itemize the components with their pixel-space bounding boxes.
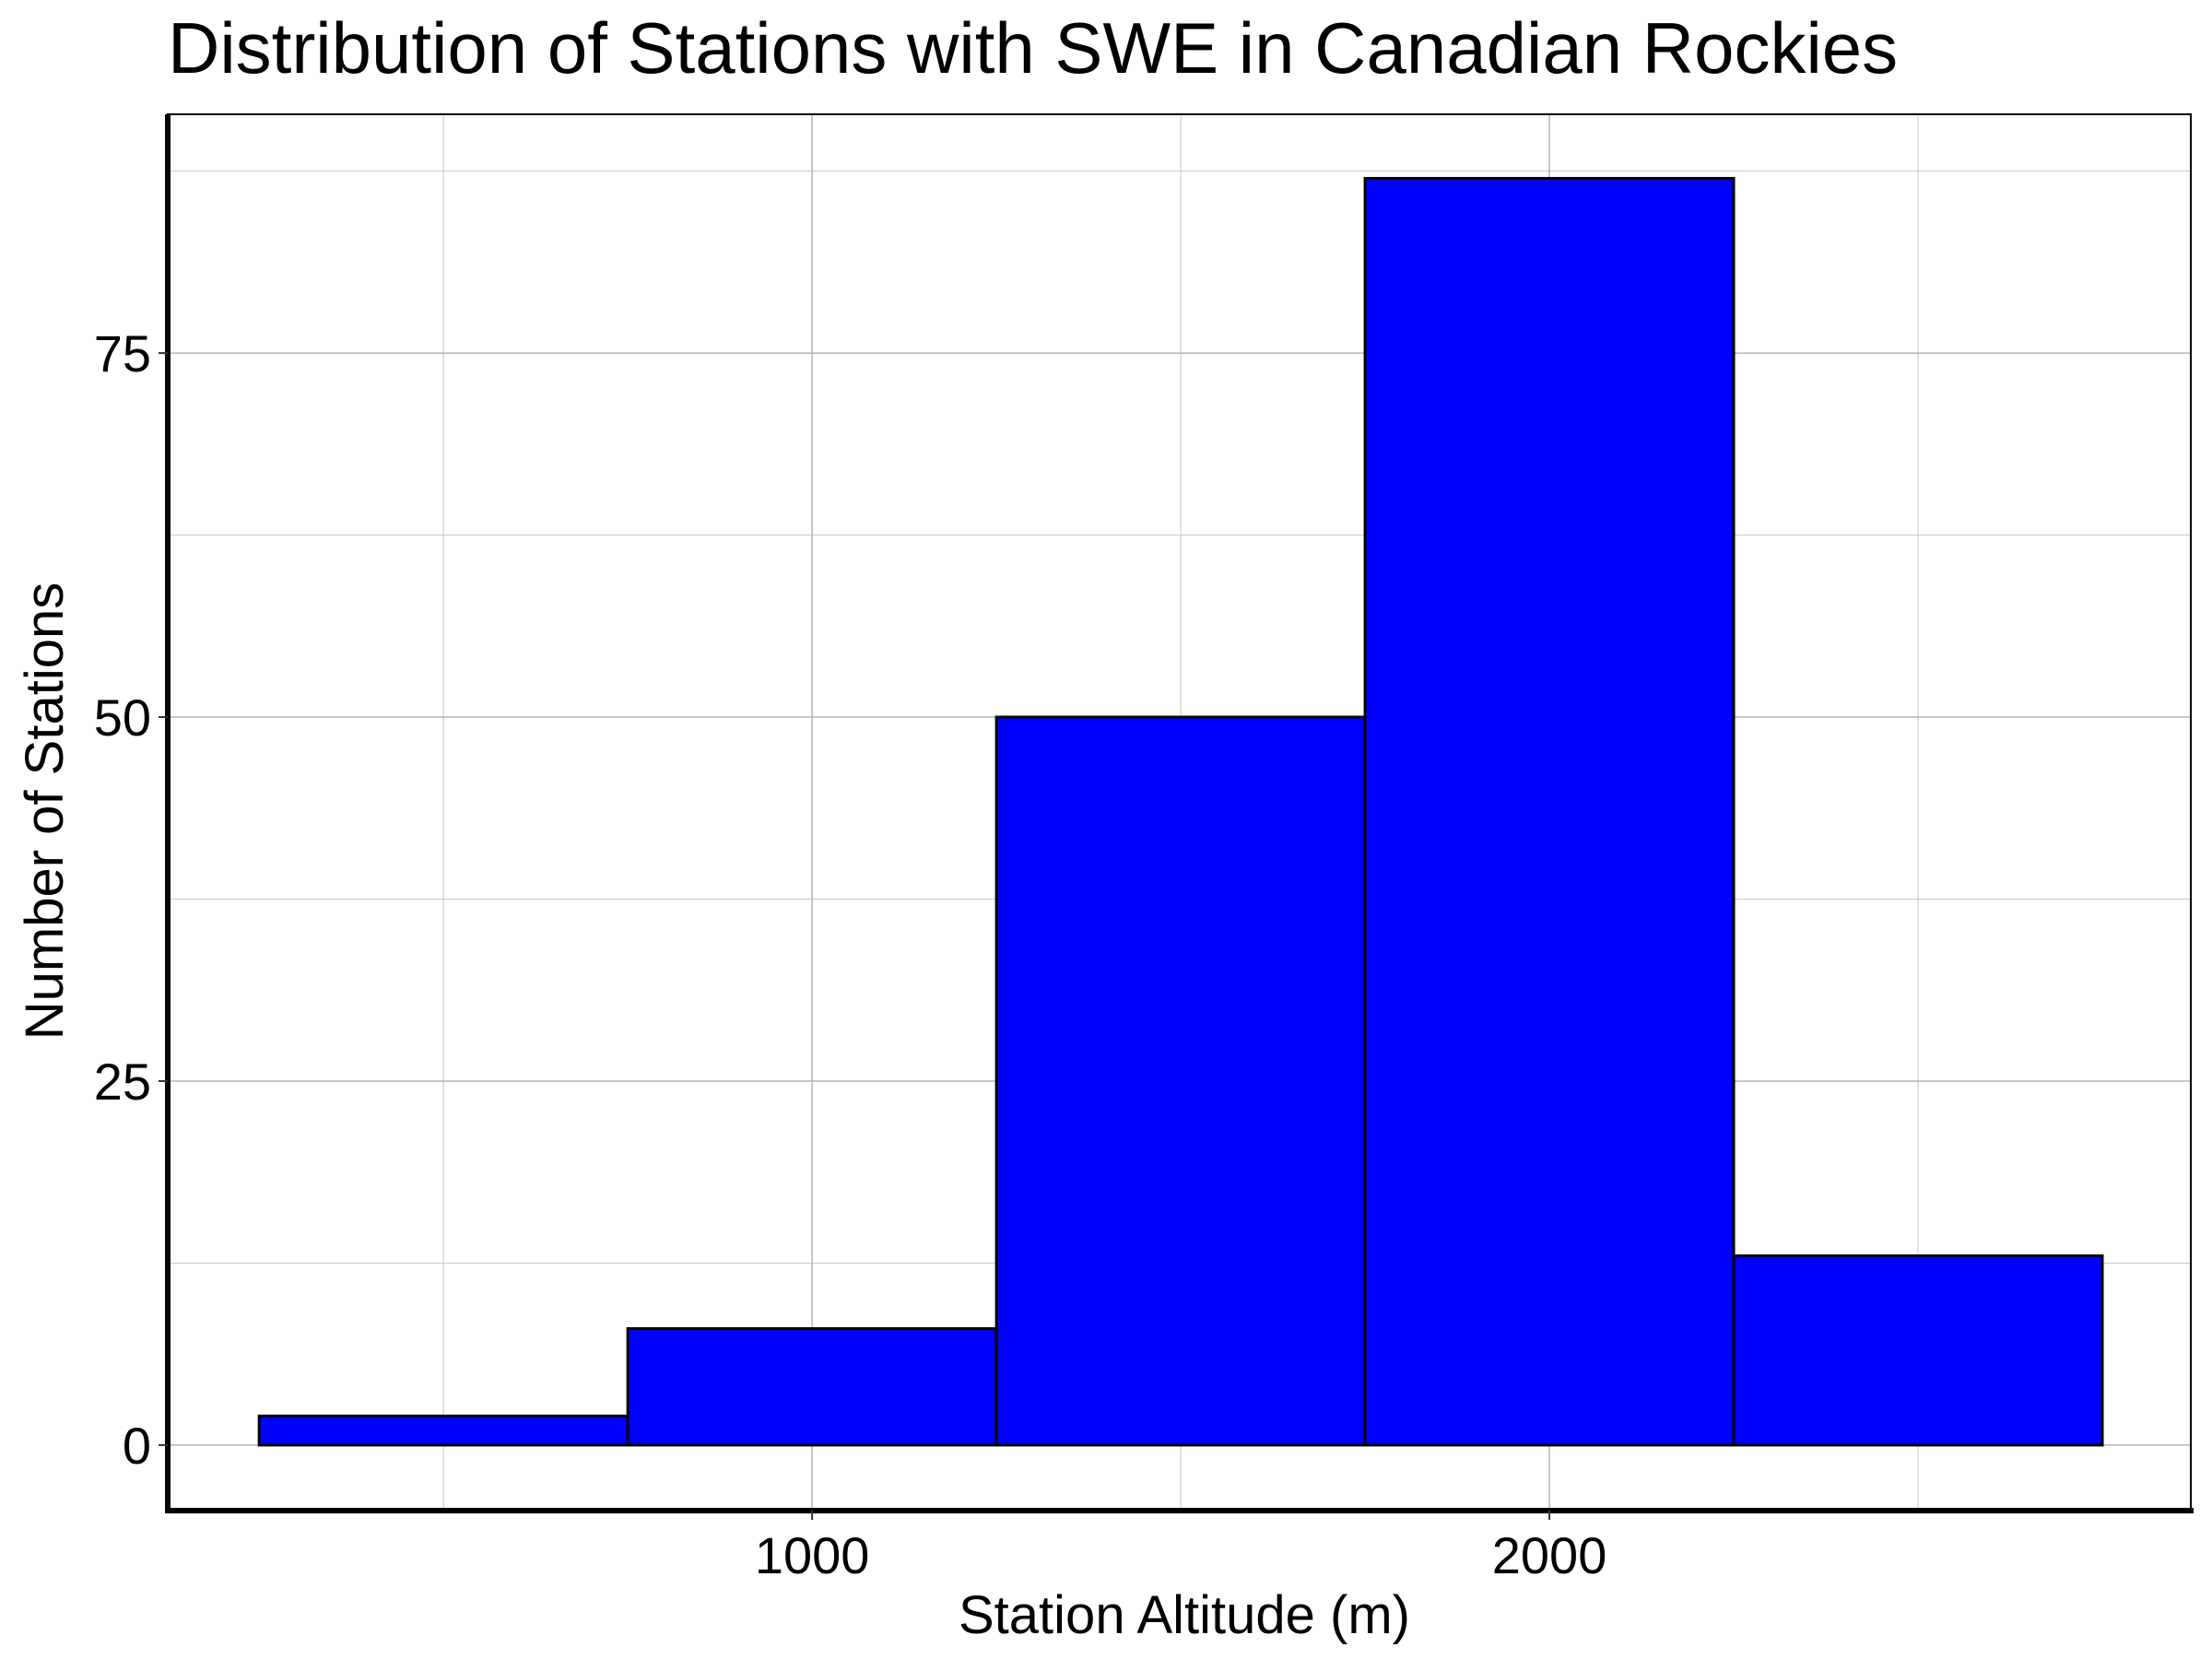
x-axis-title: Station Altitude (m): [959, 1585, 1410, 1645]
histogram-bars: [257, 177, 2104, 1447]
y-axis-ticks: 0 25 50 75: [94, 324, 168, 1475]
histogram-bar-3: [994, 715, 1367, 1447]
histogram-bar-4: [1363, 177, 1735, 1447]
y-axis-title: Number of Stations: [15, 582, 75, 1040]
y-tick-label: 75: [94, 324, 151, 382]
x-tick-label: 1000: [755, 1526, 870, 1584]
y-tick-label: 0: [123, 1417, 151, 1475]
histogram-bar-2: [626, 1327, 998, 1447]
y-tick-label: 25: [94, 1053, 151, 1111]
chart-title: Distribution of Stations with SWE in Can…: [168, 7, 1899, 88]
x-tick-label: 2000: [1492, 1526, 1607, 1584]
histogram-bar-5: [1732, 1254, 2104, 1447]
x-axis-ticks: 1000 2000: [755, 1511, 1607, 1584]
y-tick-label: 50: [94, 688, 151, 747]
histogram-bar-1: [257, 1414, 629, 1447]
